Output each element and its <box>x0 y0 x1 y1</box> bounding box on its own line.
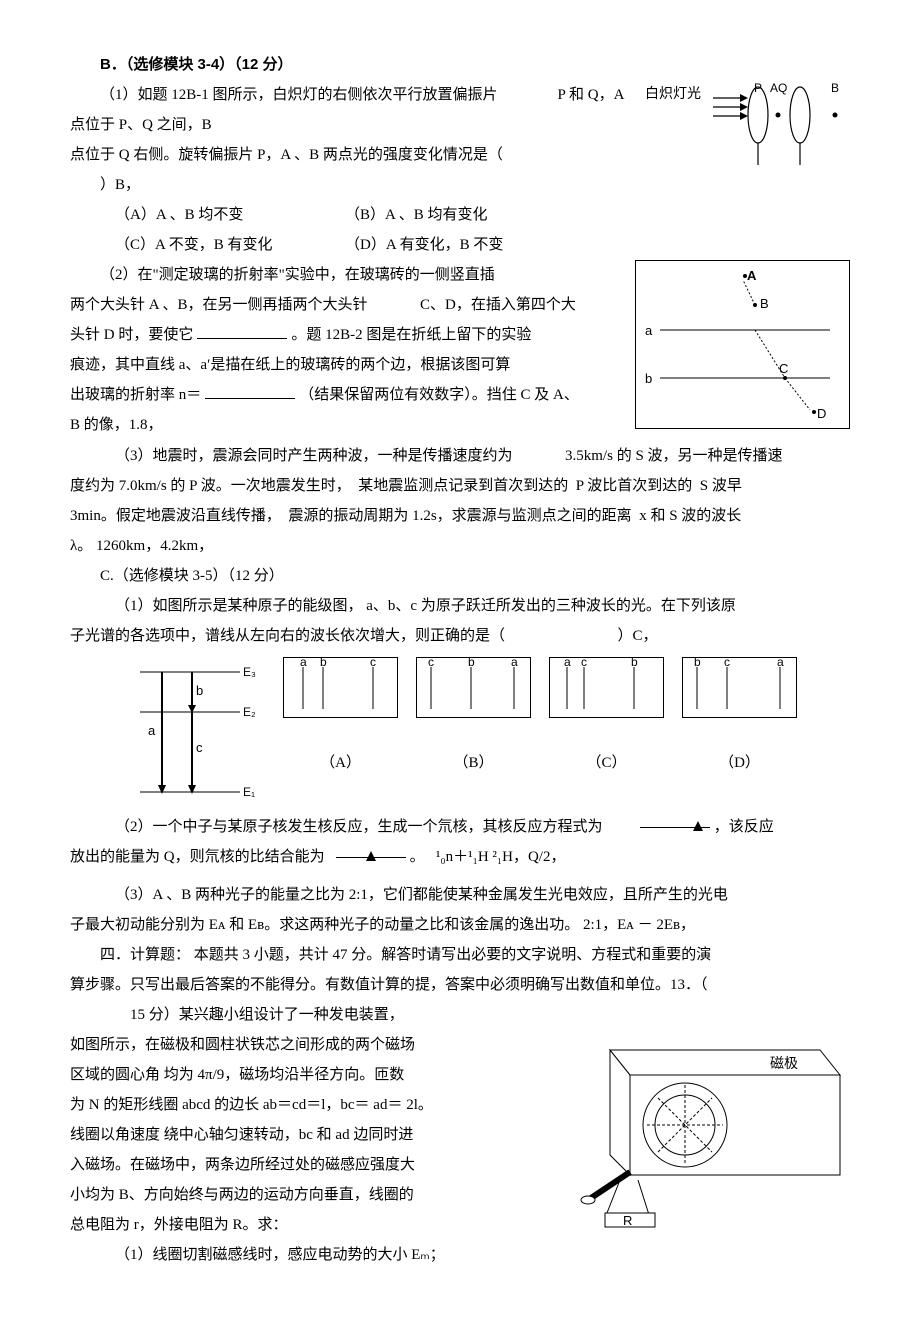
svg-text:b: b <box>468 657 475 669</box>
svg-text:c: c <box>370 657 376 669</box>
iv-p-l8: （1）线圈切割磁感线时，感应电动势的大小 Eₘ； <box>70 1240 850 1270</box>
svg-text:b: b <box>631 657 638 669</box>
svg-text:B: B <box>760 296 769 311</box>
section-iv-head2: 算步骤。只写出最后答案的不能得分。有数值计算的提，答案中必须明确写出数值和单位。… <box>70 970 850 1000</box>
c-q2-l2: 放出的能量为 Q，则氘核的比结合能为 。 ¹₀n＋¹₁H ²₁H，Q/2， <box>70 842 850 872</box>
c-q1-l2: 子光谱的各选项中，谱线从左向右的波长依次增大，则正确的是（ ）C， <box>70 621 850 651</box>
spectrum-option-d: b c a （D） <box>682 657 797 778</box>
svg-text:c: c <box>428 657 434 669</box>
svg-text:b: b <box>694 657 701 669</box>
q3-l2: 度约为 7.0km/s 的 P 波。一次地震发生时， 某地震监测点记录到首次到达… <box>70 471 850 501</box>
svg-text:B: B <box>831 81 839 95</box>
figure-12b-1: 白炽灯光 P AQ B <box>645 80 850 181</box>
svg-text:a: a <box>777 657 784 669</box>
spectrum-option-a: a b c （A） <box>283 657 398 778</box>
svg-text:a: a <box>511 657 518 669</box>
q3-l1: （3）地震时，震源会同时产生两种波，一种是传播速度约为3.5km/s 的 S 波… <box>70 441 850 471</box>
section-iv-head: 四．计算题： 本题共 3 小题，共计 47 分。解答时请写出必要的文字说明、方程… <box>70 940 850 970</box>
magnet-top-face <box>610 1050 840 1075</box>
svg-text:a: a <box>300 657 307 669</box>
figure-generator: 磁极 R <box>550 1030 850 1241</box>
c-q3-l1: （3）A 、B 两种光子的能量之比为 2:1，它们都能使某种金属发生光电效应，且… <box>70 880 850 910</box>
spectrum-option-c: a c b （C） <box>549 657 664 778</box>
svg-text:b: b <box>196 683 203 698</box>
svg-text:AQ: AQ <box>770 81 787 95</box>
section-b-head: B．（选修模块 3-4）（12 分） <box>70 50 850 80</box>
svg-text:a: a <box>645 323 653 338</box>
svg-text:E₂: E₂ <box>243 705 256 719</box>
q3-l3: 3min。假定地震波沿直线传播， 震源的振动周期为 1.2s，求震源与监测点之间… <box>70 501 850 531</box>
svg-text:E₁: E₁ <box>243 785 255 799</box>
q1-opts-row1: （A）A 、B 均不变 （B）A 、B 均有变化 <box>70 200 850 230</box>
svg-text:b: b <box>645 371 652 386</box>
svg-text:a: a <box>148 723 156 738</box>
svg-text:A: A <box>747 268 757 283</box>
svg-text:磁极: 磁极 <box>770 1055 798 1071</box>
energy-diagram-row: E₃ E₂ E₁ a b c a b c （A） <box>130 657 850 802</box>
c-q2-l1: （2）一个中子与某原子核发生核反应，生成一个氘核，其核反应方程式为 ，该反应 <box>70 812 850 842</box>
svg-text:R: R <box>623 1213 632 1228</box>
svg-text:P: P <box>754 81 762 95</box>
figure-12b-2: A B a b C D <box>635 260 850 441</box>
svg-text:C: C <box>779 361 788 376</box>
svg-text:c: c <box>196 740 203 755</box>
c-q1-l1: （1）如图所示是某种原子的能级图， a、b、c 为原子跃迁所发出的三种波长的光。… <box>70 591 850 621</box>
q1-opts-row2: （C）A 不变，B 有变化 （D）A 有变化，B 不变 <box>70 230 850 260</box>
section-iv-head3: 15 分）某兴趣小组设计了一种发电装置， <box>70 1000 850 1030</box>
c-q3-l2: 子最大初动能分别为 Eᴀ 和 Eʙ。求这两种光子的动量之比和该金属的逸出功。 2… <box>70 910 850 940</box>
q3-l4: λ。 1260km，4.2km， <box>70 531 850 561</box>
lamp-label: 白炽灯光 <box>645 85 701 101</box>
svg-text:D: D <box>817 406 826 421</box>
energy-level-diagram: E₃ E₂ E₁ a b c <box>130 657 265 802</box>
spectrum-option-b: c b a （B） <box>416 657 531 778</box>
svg-text:b: b <box>320 657 327 669</box>
section-c-head: C.（选修模块 3-5）（12 分） <box>70 561 850 591</box>
svg-text:a: a <box>564 657 571 669</box>
svg-text:c: c <box>581 657 587 669</box>
svg-text:E₃: E₃ <box>243 665 256 679</box>
svg-text:c: c <box>724 657 730 669</box>
